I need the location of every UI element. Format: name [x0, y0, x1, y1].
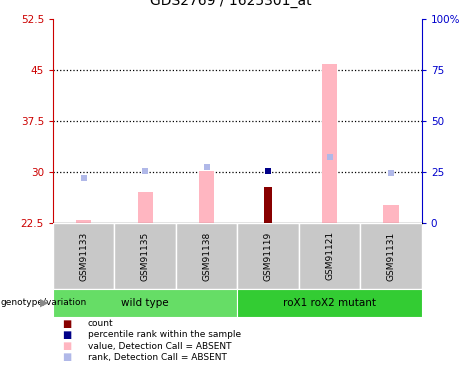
Bar — [114, 223, 176, 289]
Bar — [137, 192, 153, 223]
Text: ■: ■ — [62, 330, 71, 340]
Bar — [265, 187, 272, 223]
Text: GDS2769 / 1625301_at: GDS2769 / 1625301_at — [150, 0, 311, 8]
Bar — [384, 205, 399, 223]
Text: GSM91121: GSM91121 — [325, 231, 334, 280]
Text: roX1 roX2 mutant: roX1 roX2 mutant — [283, 298, 376, 308]
Bar — [237, 289, 422, 317]
Bar — [53, 289, 237, 317]
Bar — [76, 220, 91, 223]
Text: ■: ■ — [62, 341, 71, 351]
Text: GSM91133: GSM91133 — [79, 231, 88, 280]
Bar — [176, 223, 237, 289]
Bar — [237, 223, 299, 289]
Text: rank, Detection Call = ABSENT: rank, Detection Call = ABSENT — [88, 353, 226, 362]
Bar — [299, 223, 361, 289]
Text: count: count — [88, 319, 113, 328]
Bar — [361, 223, 422, 289]
Text: ■: ■ — [62, 319, 71, 328]
Text: GSM91138: GSM91138 — [202, 231, 211, 280]
Text: ▶: ▶ — [40, 298, 48, 308]
Text: value, Detection Call = ABSENT: value, Detection Call = ABSENT — [88, 342, 231, 351]
Text: wild type: wild type — [121, 298, 169, 308]
Text: GSM91131: GSM91131 — [387, 231, 396, 280]
Bar — [322, 64, 337, 223]
Text: GSM91119: GSM91119 — [264, 231, 272, 280]
Text: genotype/variation: genotype/variation — [1, 298, 87, 307]
Text: ■: ■ — [62, 352, 71, 362]
Text: percentile rank within the sample: percentile rank within the sample — [88, 330, 241, 339]
Bar — [199, 171, 214, 223]
Bar — [53, 223, 114, 289]
Text: GSM91135: GSM91135 — [141, 231, 150, 280]
